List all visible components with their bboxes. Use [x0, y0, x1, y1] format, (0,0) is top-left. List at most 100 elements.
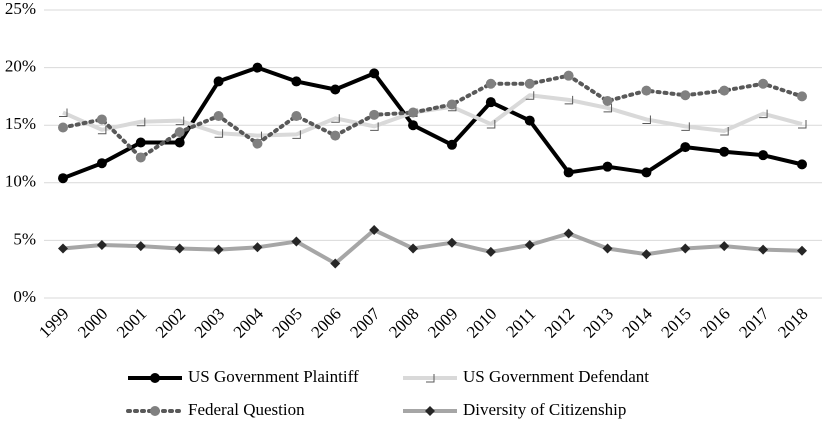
point [485, 97, 496, 108]
x-tick-label: 2012 [541, 304, 578, 341]
point [602, 96, 613, 107]
point [213, 76, 224, 87]
point [758, 150, 769, 161]
x-tick-label: 2011 [502, 304, 539, 341]
point [641, 85, 652, 96]
point [641, 167, 652, 178]
x-tick-label: 2007 [346, 304, 384, 342]
point [563, 70, 574, 81]
x-tick-label: 2013 [580, 304, 617, 341]
point [680, 90, 691, 101]
point [58, 243, 68, 254]
point [135, 137, 146, 148]
point [486, 120, 496, 129]
series-line [62, 228, 803, 266]
point [58, 122, 68, 133]
x-tick-label: 2006 [307, 304, 344, 341]
point [680, 142, 691, 153]
point [798, 120, 807, 129]
point [408, 107, 419, 118]
point [681, 122, 690, 131]
point [174, 137, 185, 148]
point [720, 126, 729, 136]
point [213, 110, 224, 121]
y-tick-label: 0% [13, 287, 36, 306]
point [758, 78, 769, 89]
y-tick-label: 10% [5, 172, 36, 191]
point [563, 167, 574, 178]
y-tick-label: 20% [5, 57, 36, 76]
x-tick-label: 2010 [463, 304, 500, 341]
point [291, 76, 302, 87]
legend-label: Federal Question [188, 400, 305, 419]
legend-label: Diversity of Citizenship [463, 400, 626, 419]
x-tick-label: 2016 [696, 304, 733, 341]
point [797, 91, 807, 102]
point [524, 115, 535, 126]
x-tick-label: 2000 [74, 304, 111, 341]
point [136, 117, 146, 127]
point [150, 406, 160, 416]
point [525, 91, 535, 100]
point [252, 242, 263, 253]
x-tick-label: 2004 [230, 304, 268, 342]
point [369, 68, 380, 79]
point [58, 173, 68, 184]
point [96, 114, 107, 125]
x-tick-label: 2001 [113, 304, 150, 341]
point [446, 139, 457, 150]
point [719, 241, 730, 252]
y-tick-label: 25% [5, 0, 36, 18]
point [150, 373, 160, 383]
x-tick-label: 2014 [619, 304, 657, 342]
point [214, 129, 224, 138]
point [797, 159, 807, 170]
series-line [62, 65, 803, 181]
x-tick-label: 2005 [268, 304, 305, 341]
point [291, 110, 302, 121]
point [291, 236, 302, 247]
x-tick-label: 1999 [35, 304, 72, 341]
point [330, 130, 341, 141]
point [524, 78, 535, 89]
point [485, 246, 496, 257]
x-tick-label: 2017 [735, 304, 773, 342]
legend-label: US Government Defendant [463, 367, 649, 386]
series-line [62, 93, 803, 138]
point [369, 109, 380, 120]
legend-label: US Government Plaintiff [188, 367, 359, 386]
x-tick-label: 2002 [152, 304, 189, 341]
point [564, 95, 574, 105]
point [524, 240, 535, 251]
point [135, 241, 146, 252]
point [369, 225, 380, 236]
point [175, 116, 185, 126]
point [446, 237, 457, 248]
point [330, 258, 341, 269]
point [563, 228, 574, 239]
point [758, 244, 769, 255]
point [602, 161, 613, 172]
point [96, 240, 107, 251]
point [97, 125, 107, 135]
point [719, 146, 730, 157]
point [59, 108, 68, 118]
point [719, 85, 730, 96]
y-tick-label: 15% [5, 114, 36, 133]
point [213, 244, 224, 255]
point [135, 152, 146, 163]
point [680, 243, 691, 254]
point [174, 127, 185, 138]
point [174, 243, 185, 254]
point [759, 109, 768, 119]
point [292, 130, 301, 139]
point [331, 114, 340, 123]
point [252, 138, 263, 149]
point [642, 115, 651, 124]
point [96, 158, 107, 169]
point [408, 120, 419, 131]
series-line [61, 73, 804, 160]
x-tick-label: 2008 [385, 304, 422, 341]
point [370, 122, 379, 131]
